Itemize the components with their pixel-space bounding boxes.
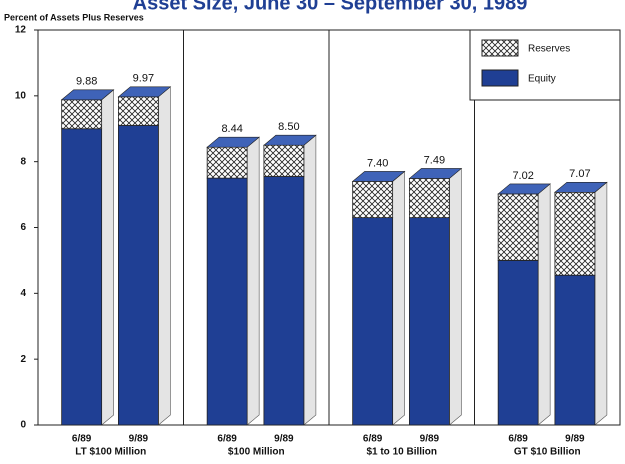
x-tick-label: 9/89 <box>274 434 294 445</box>
y-tick-label: 12 <box>15 25 27 36</box>
bar-segment <box>352 181 394 219</box>
group-label: $100 Million <box>228 447 285 458</box>
x-tick-label: 9/89 <box>129 434 149 445</box>
bar-segment <box>554 191 596 276</box>
bar-segment <box>497 193 539 261</box>
y-tick-label: 8 <box>20 156 26 167</box>
bar-side <box>101 89 114 426</box>
bar-segment <box>117 96 159 126</box>
total-label: 9.97 <box>133 73 154 85</box>
bar-segment <box>61 99 103 130</box>
x-tick-label: 9/89 <box>565 434 585 445</box>
bar-top <box>554 181 608 193</box>
legend-swatch <box>481 69 519 87</box>
bar-segment <box>497 260 539 426</box>
bar-segment <box>117 125 159 426</box>
bar-top <box>351 171 406 182</box>
y-tick-label: 10 <box>15 90 27 101</box>
total-label: 8.44 <box>221 123 242 135</box>
bar-segment <box>263 144 305 177</box>
y-tick-label: 2 <box>20 354 26 365</box>
bar-segment <box>206 177 248 426</box>
chart-title: Asset Size, June 30 – September 30, 1989 <box>133 0 528 14</box>
total-label: 7.07 <box>569 168 590 180</box>
x-tick-label: 6/89 <box>363 434 383 445</box>
bar-segment <box>554 274 596 426</box>
x-tick-label: 6/89 <box>217 434 237 445</box>
bar-top <box>206 136 260 148</box>
group-label: LT $100 Million <box>75 447 146 458</box>
y-axis-label: Percent of Assets Plus Reserves <box>4 12 144 22</box>
bar-segment <box>408 178 450 219</box>
bar-top <box>497 183 551 195</box>
total-label: 8.50 <box>278 121 299 133</box>
x-tick-label: 9/89 <box>420 434 440 445</box>
y-tick-label: 4 <box>20 288 26 299</box>
total-label: 7.02 <box>512 170 533 182</box>
bar-side <box>303 134 317 426</box>
total-label: 9.88 <box>76 76 97 88</box>
legend-swatch <box>481 39 519 57</box>
bar-segment <box>263 176 305 426</box>
total-label: 7.49 <box>424 154 445 166</box>
bar-top <box>117 86 172 98</box>
total-label: 7.40 <box>367 157 388 169</box>
legend-label: Reserves <box>528 44 570 55</box>
bar-segment <box>206 146 248 179</box>
x-tick-label: 6/89 <box>508 434 528 445</box>
bar-side <box>158 86 171 426</box>
bar-side <box>537 183 551 426</box>
bar-top <box>60 89 115 101</box>
group-label: $1 to 10 Billion <box>366 447 437 458</box>
bar-side <box>449 167 462 426</box>
bar-segment <box>352 217 394 426</box>
bar-top <box>263 134 317 146</box>
bar-segment <box>408 217 450 426</box>
bar-side <box>392 170 405 426</box>
y-tick-label: 0 <box>20 420 26 431</box>
y-tick-label: 6 <box>20 222 26 233</box>
group-label: GT $10 Billion <box>514 447 581 458</box>
legend-label: Equity <box>528 74 556 85</box>
x-tick-label: 6/89 <box>72 434 92 445</box>
bar-side <box>594 181 608 426</box>
bar-side <box>246 136 260 426</box>
bar-top <box>408 168 463 179</box>
bar-segment <box>61 128 103 426</box>
